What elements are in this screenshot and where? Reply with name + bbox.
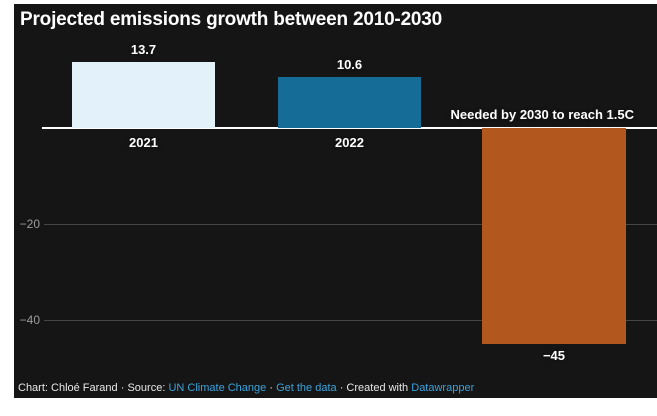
- footer-separator: ·: [339, 382, 344, 394]
- category-label-2021: 2021: [129, 135, 158, 150]
- bar-group-needed-2030: −45 Needed by 2030 to reach 1.5C: [450, 4, 634, 398]
- footer-created-with-label: Created with: [346, 382, 409, 394]
- gridline-minus-40: [44, 320, 657, 321]
- footer-credit: Chart: Chloé Farand: [18, 382, 118, 394]
- category-label-2022: 2022: [335, 135, 364, 150]
- bar-group-2022: 10.6 2022: [278, 4, 421, 398]
- footer-attribution: Chart: Chloé Farand · Source: UN Climate…: [18, 381, 474, 395]
- value-label-needed-2030: −45: [542, 348, 566, 363]
- footer-datawrapper-link[interactable]: Datawrapper: [411, 382, 475, 394]
- bar-2022[interactable]: [278, 77, 421, 128]
- y-tick-label-minus-40: −40: [19, 313, 40, 327]
- footer-get-data-link[interactable]: Get the data: [276, 382, 337, 394]
- footer-source-label: Source:: [127, 382, 166, 394]
- footer-separator: ·: [120, 382, 125, 394]
- y-tick-label-minus-20: −20: [19, 217, 40, 231]
- category-label-needed-2030: Needed by 2030 to reach 1.5C: [450, 107, 634, 122]
- gridline-minus-20: [44, 224, 657, 225]
- footer-separator: ·: [269, 382, 274, 394]
- chart-title: Projected emissions growth between 2010-…: [20, 9, 443, 30]
- zero-baseline: [42, 127, 657, 129]
- footer-source-link[interactable]: UN Climate Change: [168, 382, 267, 394]
- value-label-2021: 13.7: [130, 42, 157, 58]
- bar-group-2021: 13.7 2021: [72, 4, 215, 398]
- value-label-2022: 10.6: [336, 57, 363, 73]
- bar-2021[interactable]: [72, 62, 215, 128]
- bar-needed-2030[interactable]: [482, 128, 626, 344]
- chart-canvas: Projected emissions growth between 2010-…: [14, 4, 657, 398]
